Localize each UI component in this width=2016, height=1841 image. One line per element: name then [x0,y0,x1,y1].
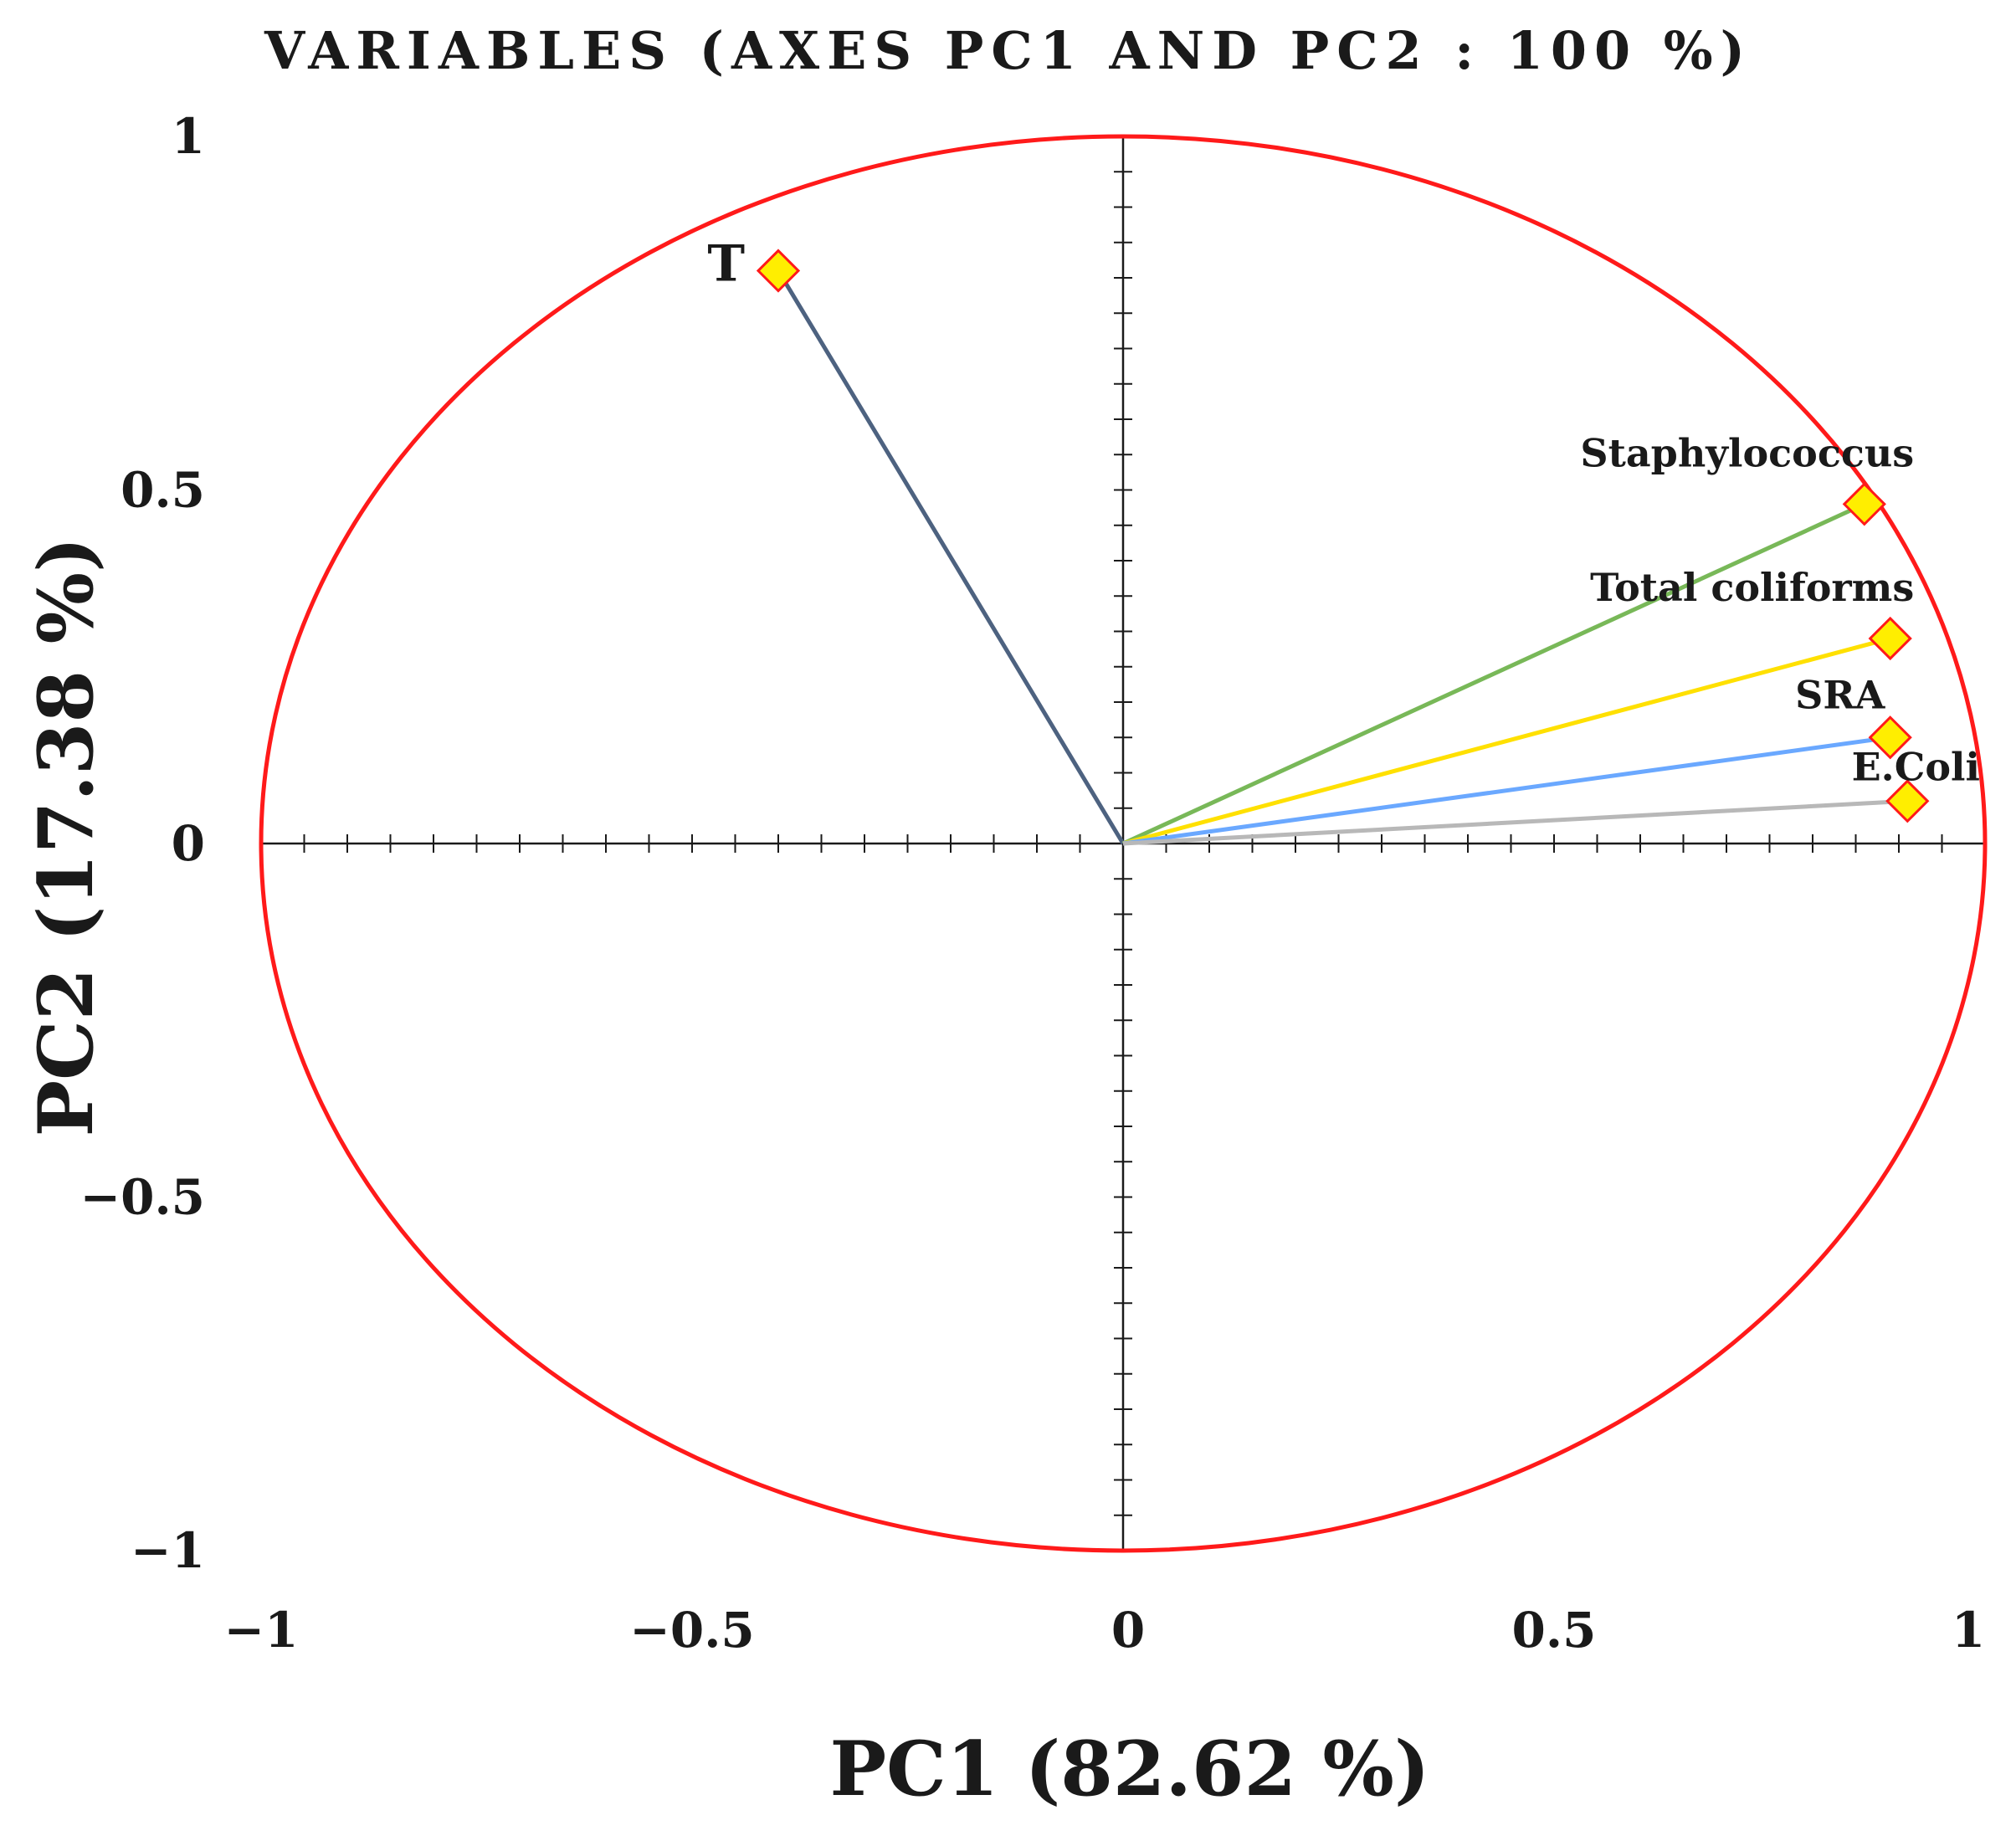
vector-e-coli [1122,798,1908,846]
label-staphylococcus: Staphylococcus [1580,430,1914,475]
marker-e-coli [1885,779,1930,823]
plot-area: −1 −0.5 0 0.5 1 1 0.5 0 −0.5 −1 T Staphylococcus Tot… [80,108,1988,1659]
correlation-circle [259,134,1988,1553]
x-tick-label: 1 [1952,1602,1985,1659]
x-axis-label: PC1 (82.62 %) [829,1725,1429,1813]
y-tick-label: −0.5 [80,1169,205,1226]
label-e-coli: E.Coli [1852,744,1980,789]
vector-t [776,269,1126,845]
vector-sra [1122,735,1891,846]
label-sra: SRA [1795,672,1885,717]
marker-total-coliforms [1868,616,1912,661]
chart-title: VARIABLES (AXES PC1 AND PC2 : 100 %) [264,20,1752,81]
vector-total-coliforms [1122,636,1891,846]
label-total-coliforms: Total coliforms [1590,565,1914,610]
marker-t [756,249,801,293]
y-tick-label: 0 [172,815,205,872]
vector-staphylococcus [1121,502,1865,846]
x-tick-label: −1 [224,1602,299,1659]
marker-staphylococcus [1842,482,1886,526]
label-t: T [707,235,745,294]
marker-sra [1868,715,1912,760]
y-tick-label: −1 [131,1522,205,1579]
y-tick-label: 0.5 [121,462,205,519]
y-tick-label: 1 [172,108,205,165]
y-axis-label: PC2 (17.38 %) [22,536,110,1136]
x-tick-label: −0.5 [629,1602,755,1659]
x-tick-label: 0.5 [1512,1602,1597,1659]
x-tick-label: 0 [1111,1602,1145,1659]
